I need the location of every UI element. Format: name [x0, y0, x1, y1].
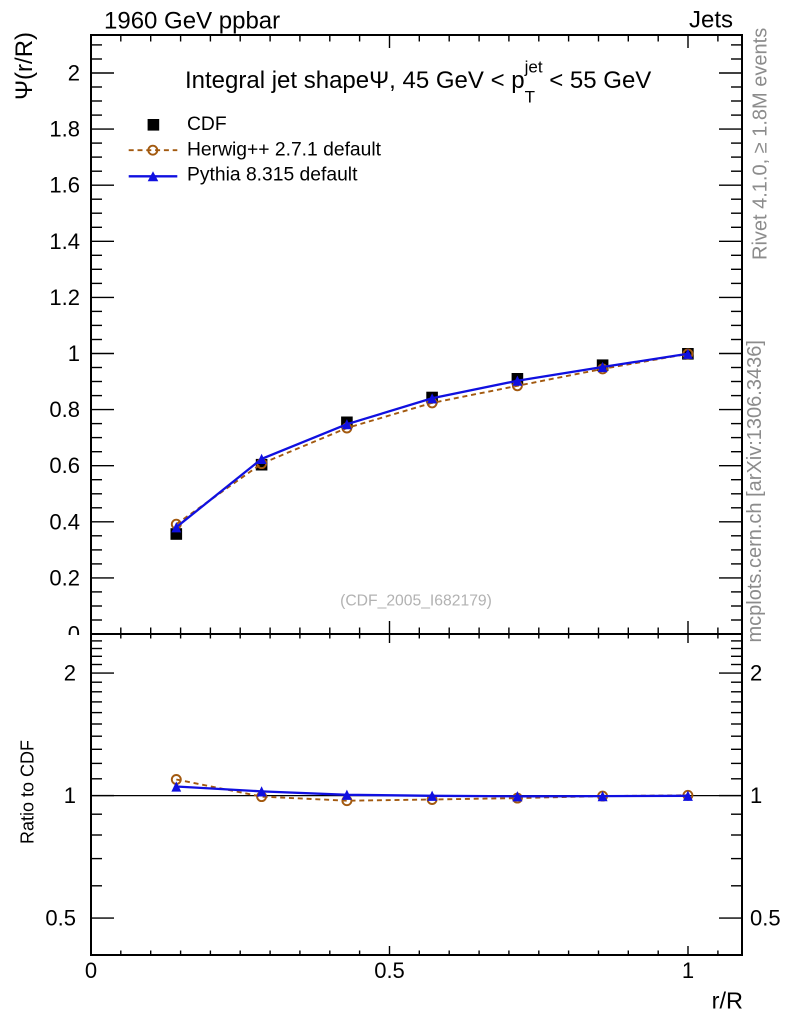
svg-text:2: 2	[64, 661, 76, 686]
svg-text:0.5: 0.5	[374, 958, 405, 983]
svg-text:CDF: CDF	[187, 114, 227, 135]
svg-text:0.8: 0.8	[49, 397, 80, 422]
svg-text:Herwig++ 2.7.1 default: Herwig++ 2.7.1 default	[187, 139, 382, 160]
svg-text:1: 1	[750, 783, 762, 808]
svg-text:r/R: r/R	[712, 988, 743, 1014]
svg-text:0.2: 0.2	[49, 565, 80, 590]
svg-text:0: 0	[85, 958, 97, 983]
svg-text:0.6: 0.6	[49, 453, 80, 478]
svg-text:Ratio to CDF: Ratio to CDF	[18, 740, 38, 844]
svg-text:1960 GeV ppbar: 1960 GeV ppbar	[104, 8, 280, 35]
svg-text:1.2: 1.2	[49, 285, 80, 310]
svg-text:1: 1	[68, 341, 80, 366]
svg-text:0.5: 0.5	[750, 906, 781, 931]
svg-text:0.4: 0.4	[49, 509, 80, 534]
svg-text:1: 1	[682, 958, 694, 983]
svg-text:Pythia 8.315 default: Pythia 8.315 default	[187, 165, 358, 186]
svg-text:2: 2	[68, 61, 80, 86]
svg-text:2: 2	[750, 661, 762, 686]
svg-text:1: 1	[64, 783, 76, 808]
svg-text:1.8: 1.8	[49, 117, 80, 142]
svg-text:Ψ(r/R): Ψ(r/R)	[11, 32, 38, 100]
svg-text:Jets: Jets	[689, 7, 733, 34]
svg-text:1.4: 1.4	[49, 229, 80, 254]
svg-text:mcplots.cern.ch [arXiv:1306.34: mcplots.cern.ch [arXiv:1306.3436]	[744, 340, 766, 642]
svg-text:0.5: 0.5	[45, 906, 76, 931]
svg-text:Rivet 4.1.0, ≥ 1.8M events: Rivet 4.1.0, ≥ 1.8M events	[750, 28, 772, 260]
svg-text:1.6: 1.6	[49, 173, 80, 198]
svg-text:(CDF_2005_I682179): (CDF_2005_I682179)	[340, 593, 492, 610]
svg-text:0: 0	[68, 622, 80, 647]
